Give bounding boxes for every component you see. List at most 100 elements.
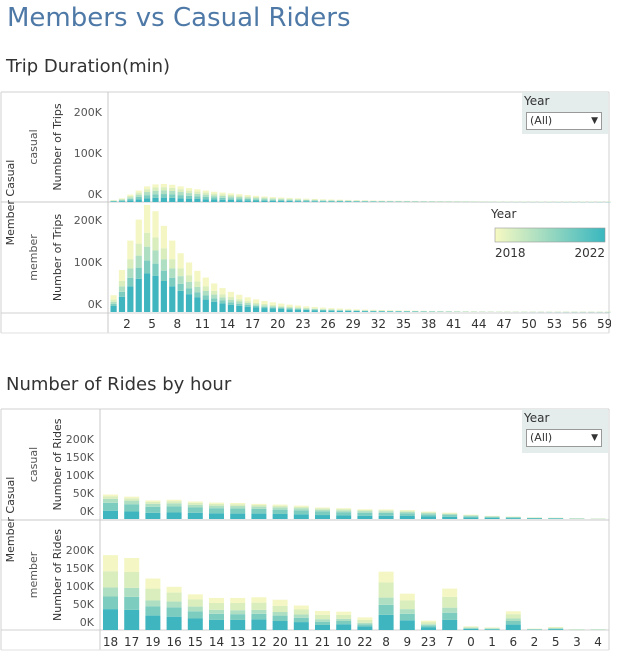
bar-casual-2018	[278, 197, 285, 199]
bar-member-2019	[144, 232, 151, 247]
bar-casual-2018	[211, 191, 218, 194]
bar-casual-2020	[160, 190, 167, 195]
bar-casual-2019	[315, 508, 330, 510]
bar-member-2021	[294, 308, 302, 310]
bar-member-2019	[286, 306, 293, 308]
bar-member-2020	[463, 627, 479, 629]
bar-member-2019	[261, 303, 268, 306]
bar-casual-2021	[219, 197, 226, 200]
bar-casual-2021	[442, 515, 458, 517]
bar-casual-2019	[442, 513, 458, 514]
bar-member-2020	[442, 607, 458, 613]
bar-member-2022	[395, 311, 402, 312]
bar-member-2022	[187, 618, 203, 630]
bar-casual-2022	[286, 201, 293, 202]
bar-casual-2022	[378, 515, 394, 519]
bar-group-casual	[103, 494, 606, 520]
bar-casual-2019	[336, 509, 352, 511]
bar-casual-2019	[357, 510, 373, 512]
x-tick-label: 17	[124, 635, 139, 649]
bar-member-2021	[127, 277, 134, 287]
bar-casual-2021	[152, 194, 159, 198]
bar-casual-2021	[505, 517, 521, 519]
bar-casual-2022	[127, 200, 134, 202]
bar-casual-2022	[303, 201, 310, 202]
bar-member-2020	[336, 618, 352, 621]
x-tick-label: 3	[573, 635, 581, 649]
x-tick-label: 8	[173, 317, 181, 331]
bar-member-2019	[227, 297, 235, 300]
bar-casual-2022	[320, 201, 327, 202]
bar-member-2018	[160, 225, 167, 249]
bar-casual-2018	[227, 193, 235, 195]
bar-casual-2019	[278, 198, 285, 200]
bar-member-2020	[505, 618, 521, 621]
bar-casual-2018	[177, 186, 184, 190]
x-tick-label: 44	[471, 317, 486, 331]
bar-member-2019	[118, 280, 126, 287]
bar-member-2021	[103, 596, 118, 610]
year-filter-dropdown[interactable]: (All) ▼	[526, 429, 602, 447]
bar-member-2020	[315, 619, 330, 622]
bar-member-2022	[345, 310, 352, 312]
bar-member-2022	[160, 281, 167, 312]
bar-member-2019	[548, 627, 564, 629]
bar-casual-2021	[185, 195, 193, 199]
bar-member-2018	[311, 306, 318, 309]
bar-member-2020	[293, 614, 309, 618]
bar-casual-2019	[152, 187, 159, 191]
bar-casual-2022	[527, 518, 542, 519]
bar-casual-2020	[484, 516, 500, 518]
bar-member-2019	[463, 626, 479, 628]
bar-casual-2018	[194, 189, 201, 192]
bar-casual-2022	[261, 200, 268, 202]
bar-member-2019	[160, 248, 167, 260]
bar-casual-2020	[278, 199, 285, 201]
bar-casual-2018	[124, 496, 140, 499]
bar-casual-2020	[261, 198, 268, 200]
y-tick-label: 150K	[66, 451, 95, 464]
legend-min-label: 2018	[495, 246, 526, 260]
bar-casual-2021	[169, 194, 176, 198]
bar-casual-2020	[378, 511, 394, 513]
bar-member-2020	[177, 276, 184, 284]
bar-member-2021	[152, 263, 159, 276]
bar-member-2021	[169, 277, 176, 287]
bar-member-2018	[124, 558, 140, 573]
year-filter-dropdown[interactable]: (All) ▼	[526, 112, 602, 130]
x-tick-label: 6	[509, 635, 517, 649]
bar-casual-2022	[336, 515, 352, 519]
bar-casual-2018	[169, 184, 176, 188]
bar-member-2021	[219, 300, 226, 304]
bar-casual-2022	[118, 201, 126, 202]
bar-casual-2019	[320, 199, 327, 201]
bar-member-2022	[152, 275, 159, 312]
bar-casual-2018	[294, 198, 302, 199]
bar-member-2021	[311, 309, 318, 311]
bar-casual-2022	[399, 515, 415, 519]
facet-label-casual: casual	[27, 447, 40, 482]
bar-member-2021	[505, 621, 521, 625]
bar-member-2019	[103, 571, 118, 588]
bar-member-2022	[328, 310, 335, 312]
y-tick-label: 0K	[88, 188, 103, 201]
bar-member-2022	[336, 310, 343, 312]
bar-casual-2020	[145, 503, 161, 507]
duration-section-title: Trip Duration(min)	[6, 56, 171, 77]
bar-casual-2018	[209, 502, 224, 504]
bar-casual-2019	[135, 192, 142, 195]
bar-casual-2020	[219, 195, 226, 198]
bar-member-2020	[185, 281, 193, 289]
bar-casual-2018	[272, 504, 288, 506]
bar-member-2020	[399, 609, 415, 614]
bar-member-2018	[336, 611, 352, 615]
bar-member-2019	[293, 609, 309, 615]
bar-casual-2019	[145, 501, 161, 504]
bar-member-2021	[251, 613, 267, 620]
bar-member-2021	[286, 308, 293, 310]
bar-casual-2020	[286, 199, 293, 201]
bar-casual-2018	[219, 192, 226, 195]
bar-member-2021	[160, 270, 167, 281]
bar-member-2020	[103, 587, 118, 597]
bar-member-2021	[166, 607, 182, 617]
